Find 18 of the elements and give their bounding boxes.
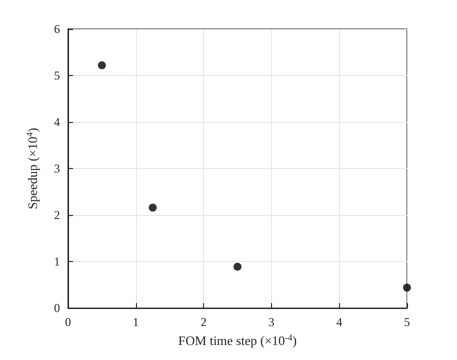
x-tick-label: 1 [132, 315, 139, 330]
x-tick-label: 5 [404, 315, 410, 330]
x-tick-label: 2 [200, 315, 207, 330]
x-tick-label: 3 [268, 315, 274, 330]
point [234, 262, 242, 271]
x-tick-label: 0 [65, 315, 71, 330]
y-tick-label: 0 [54, 301, 60, 316]
y-axis-title: Speedup (×104) [24, 128, 40, 210]
y-tick-label: 5 [54, 68, 60, 83]
point [148, 204, 157, 212]
y-tick-label: 2 [54, 208, 60, 222]
point [403, 284, 411, 292]
y-tick-label: 1 [54, 254, 60, 269]
y-tick-label: 6 [54, 22, 60, 36]
x-tick-label: 4 [336, 315, 342, 330]
y-tick-label: 4 [54, 115, 60, 130]
y-tick-label: 3 [54, 162, 60, 176]
point [98, 61, 106, 70]
